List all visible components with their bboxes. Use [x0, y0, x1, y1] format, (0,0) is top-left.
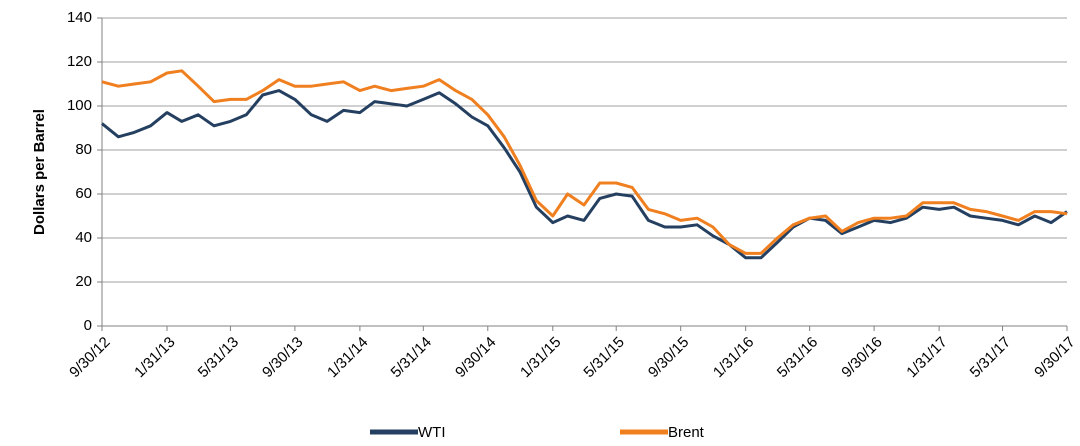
legend-label: WTI: [418, 424, 446, 441]
series-line: [101, 89, 1068, 260]
x-tick-label: 1/31/14: [324, 334, 371, 381]
x-tick-label: 9/30/12: [66, 334, 113, 381]
x-tick-label: 9/30/17: [1031, 334, 1078, 381]
x-tick-label: 1/31/13: [131, 334, 178, 381]
y-tick-label: 100: [67, 97, 92, 114]
x-tick-label: 9/30/16: [838, 334, 885, 381]
x-tick-label: 5/31/13: [195, 334, 242, 381]
series-line: [101, 69, 1068, 255]
x-tick-label: 5/31/14: [388, 334, 435, 381]
y-tick-label: 60: [75, 185, 92, 202]
x-tick-label: 5/31/16: [774, 334, 821, 381]
x-tick-label: 1/31/16: [710, 334, 757, 381]
x-tick-label: 9/30/14: [452, 334, 499, 381]
y-tick-label: 20: [75, 273, 92, 290]
legend-label: Brent: [668, 424, 705, 441]
y-axis-label: Dollars per Barrel: [31, 109, 48, 235]
y-tick-label: 80: [75, 141, 92, 158]
x-tick-label: 9/30/13: [259, 334, 306, 381]
y-tick-label: 140: [67, 9, 92, 26]
x-tick-label: 9/30/15: [645, 334, 692, 381]
x-tick-label: 5/31/15: [580, 334, 627, 381]
y-tick-label: 120: [67, 53, 92, 70]
x-tick-label: 1/31/15: [517, 334, 564, 381]
x-tick-label: 5/31/17: [967, 334, 1014, 381]
y-tick-label: 40: [75, 229, 92, 246]
x-tick-label: 1/31/17: [903, 334, 950, 381]
y-tick-label: 0: [84, 317, 92, 334]
